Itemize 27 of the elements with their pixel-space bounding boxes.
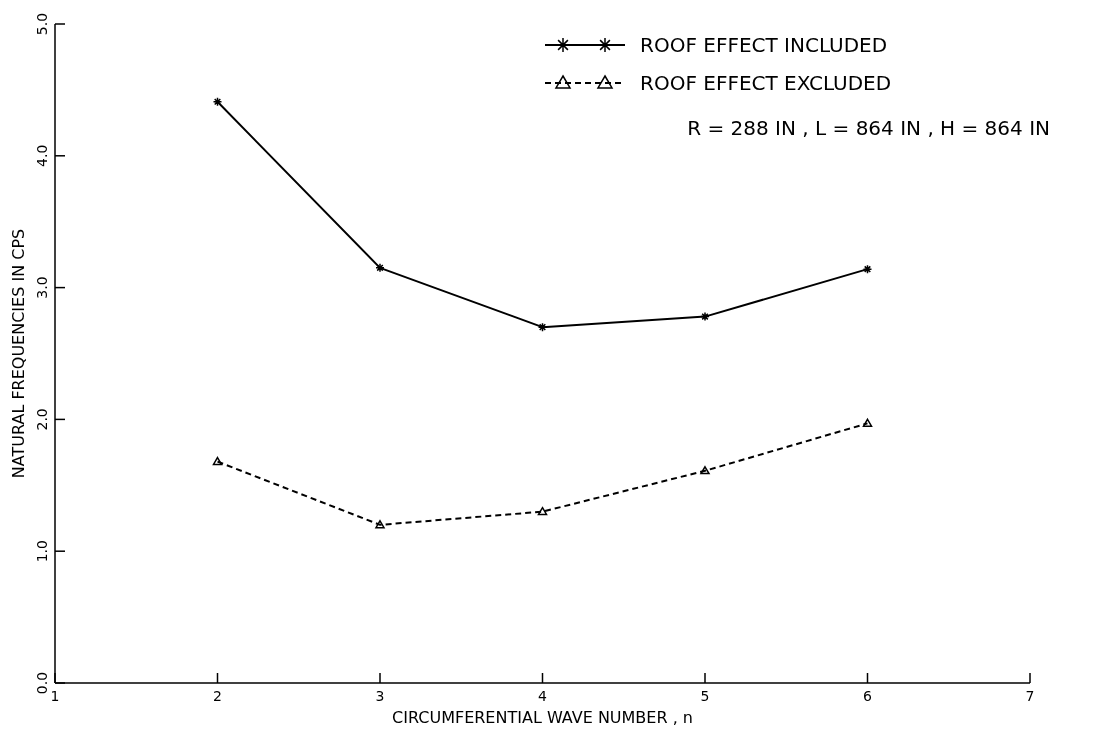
legend-label: ROOF EFFECT EXCLUDED: [640, 71, 892, 95]
x-tick-label: 4: [538, 688, 548, 704]
x-tick-label: 5: [700, 688, 710, 704]
point: [700, 466, 710, 475]
x-tick-label: 3: [375, 688, 385, 704]
point: [212, 97, 223, 107]
legend-label: ROOF EFFECT INCLUDED: [640, 33, 888, 57]
y-tick-label: 1.0: [34, 540, 50, 563]
y-tick-label: 5.0: [34, 12, 50, 36]
point: [537, 506, 548, 516]
x-tick-label: 7: [1025, 688, 1035, 704]
y-tick-label: 4.0: [34, 144, 50, 167]
x-tick-label: 2: [213, 688, 222, 704]
x-axis-title: CIRCUMFERENTIAL WAVE NUMBER , n: [392, 708, 693, 727]
x-tick-label: 1: [50, 688, 60, 704]
y-tick-label: 2.0: [34, 408, 50, 431]
annotation: R = 288 IN , L = 864 IN , H = 864 IN: [687, 116, 1050, 140]
point: [375, 520, 385, 529]
point: [700, 311, 710, 322]
point: [212, 456, 223, 466]
point: [862, 418, 873, 427]
y-axis-title: NATURAL FREQUENCIES IN CPS: [9, 228, 28, 479]
y-tick-label: 3.0: [34, 276, 50, 299]
point: [862, 264, 873, 274]
point: [375, 263, 385, 273]
y-tick-label: 0.0: [34, 671, 50, 695]
x-tick-label: 6: [863, 688, 873, 704]
